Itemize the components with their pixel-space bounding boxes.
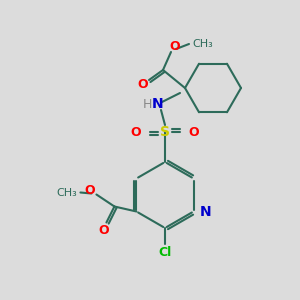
Text: O: O (189, 125, 199, 139)
Text: O: O (170, 40, 180, 53)
Text: N: N (200, 205, 212, 218)
Text: CH₃: CH₃ (56, 188, 77, 197)
Text: O: O (131, 125, 141, 139)
Text: H: H (142, 98, 152, 110)
Text: S: S (160, 125, 170, 139)
Text: O: O (138, 79, 148, 92)
Text: N: N (152, 97, 164, 111)
Text: O: O (84, 184, 95, 197)
Text: CH₃: CH₃ (193, 39, 213, 49)
Text: O: O (98, 224, 109, 237)
Text: Cl: Cl (158, 245, 172, 259)
